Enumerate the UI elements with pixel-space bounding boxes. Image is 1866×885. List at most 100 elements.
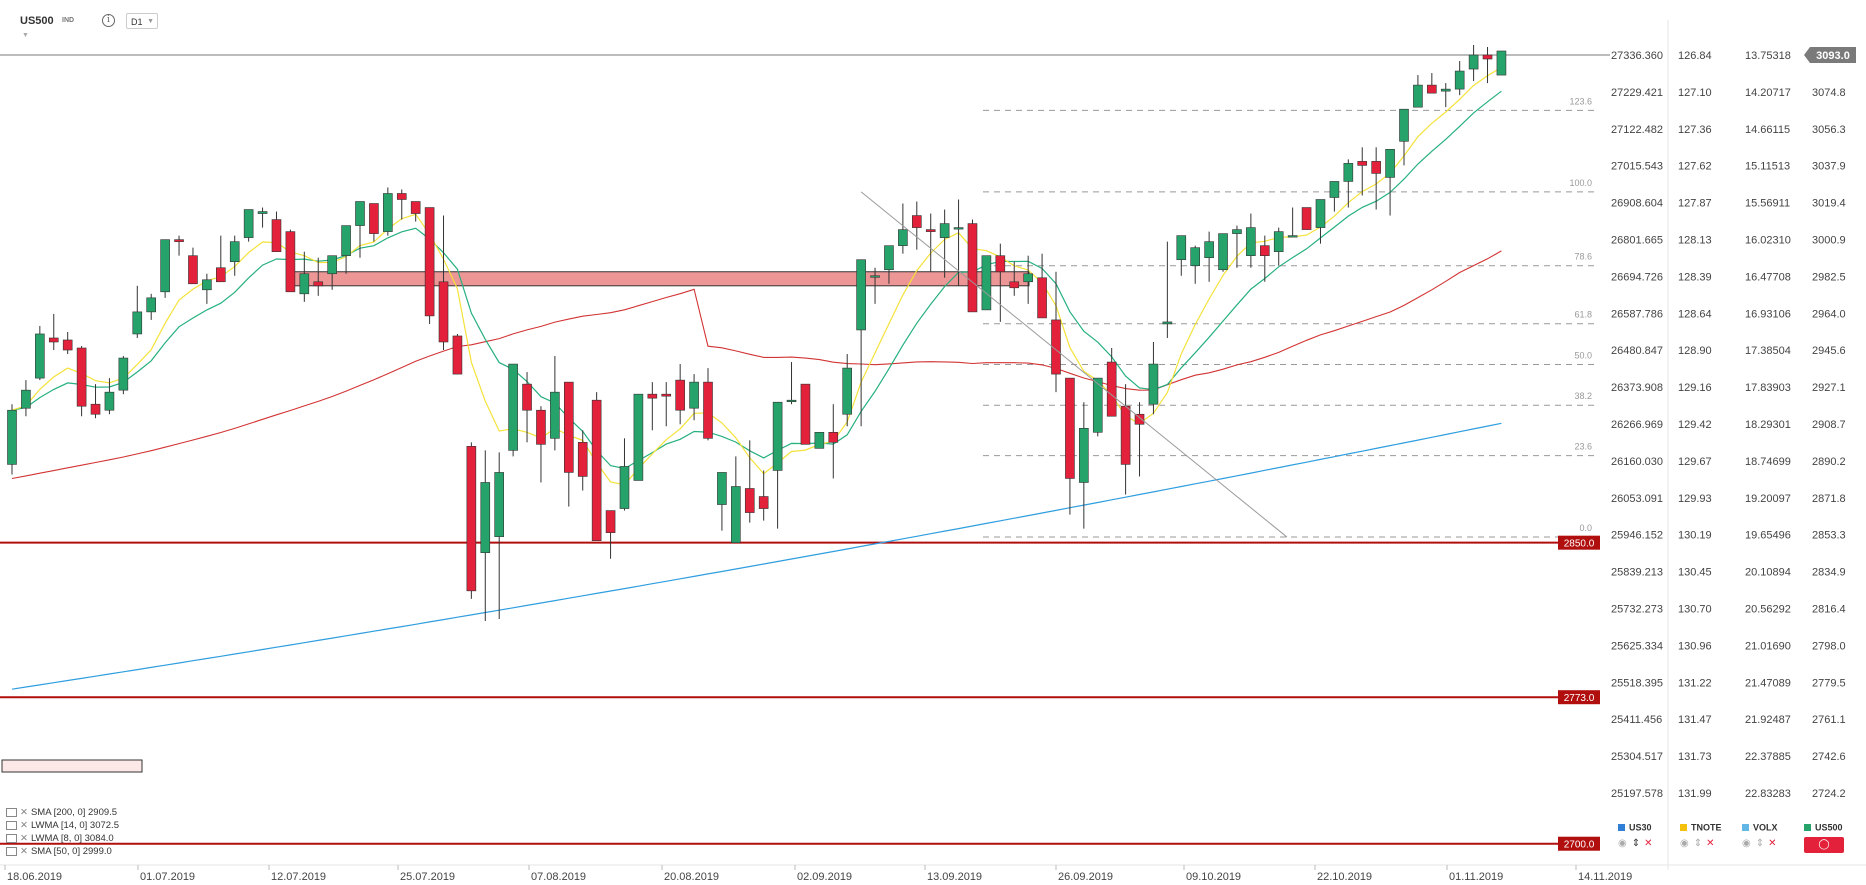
bull-candle (898, 229, 908, 246)
tnote-axis-label: 129.67 (1678, 456, 1712, 468)
bull-candle (7, 409, 17, 465)
tnote-axis-label: 130.70 (1678, 604, 1712, 616)
fib-label: 23.6 (1574, 442, 1592, 452)
supply-zone-box (286, 271, 1030, 287)
instrument-us500[interactable]: US500 ◯ (1804, 822, 1864, 853)
settings-icon[interactable] (6, 846, 17, 856)
eye-icon[interactable]: ◉ (1680, 838, 1689, 849)
bear-candle (76, 347, 87, 407)
bull-candle (1092, 377, 1103, 433)
date-label: 18.06.2019 (7, 871, 62, 883)
us500-axis-label: 2798.0 (1812, 640, 1846, 652)
tnote-axis-label: 131.22 (1678, 677, 1712, 689)
bull-candle (717, 472, 727, 505)
tnote-axis-label: 127.87 (1678, 198, 1712, 210)
support-tag-label: 2700.0 (1564, 840, 1595, 851)
us30-axis-label: 25839.213 (1611, 567, 1663, 579)
bear-candle (271, 219, 282, 252)
bear-candle (1371, 161, 1381, 174)
bull-candle (1385, 149, 1395, 178)
close-icon[interactable]: ✕ (20, 846, 28, 857)
bull-candle (1287, 235, 1298, 238)
bull-candle (1148, 363, 1159, 405)
bull-candle (1162, 321, 1173, 325)
volx-axis-label: 18.29301 (1745, 419, 1791, 431)
bull-candle (772, 401, 783, 471)
date-label: 25.07.2019 (400, 871, 455, 883)
bull-candle (1023, 273, 1033, 283)
notes-box (1, 759, 143, 773)
color-swatch (1804, 824, 1811, 832)
info-icon[interactable]: i (102, 14, 115, 27)
bull-candle (939, 223, 950, 238)
eye-icon[interactable]: ◉ (1742, 838, 1751, 849)
support-tag-label: 2773.0 (1564, 693, 1595, 704)
bear-candle (661, 393, 672, 397)
timeframe-select[interactable]: D1 ▼ (126, 13, 158, 29)
settings-icon[interactable] (6, 820, 17, 830)
tnote-axis-label: 129.42 (1678, 419, 1712, 431)
bull-candle (814, 431, 825, 449)
bull-candle (383, 193, 393, 232)
bear-candle (1482, 54, 1493, 60)
instrument-label: US30 (1629, 822, 1652, 833)
legend-row[interactable]: ✕ LWMA [14, 0] 3072.5 (6, 819, 119, 832)
eye-icon[interactable]: ◉ (1618, 838, 1627, 849)
chevron-down-icon[interactable]: ▼ (22, 32, 29, 39)
close-icon[interactable]: ✕ (20, 807, 28, 818)
date-label: 01.07.2019 (140, 871, 195, 883)
sort-icon[interactable]: ⇕ (1755, 838, 1765, 849)
trend-line (860, 191, 1288, 538)
bear-candle (1357, 161, 1368, 166)
date-label: 07.08.2019 (531, 871, 586, 883)
remove-instrument-button[interactable]: ◯ (1804, 837, 1844, 853)
bear-candle (438, 281, 449, 343)
sort-icon[interactable]: ⇕ (1631, 838, 1641, 849)
us500-axis-label: 2964.0 (1812, 308, 1846, 320)
settings-icon[interactable] (6, 833, 17, 843)
bear-candle (216, 267, 226, 283)
close-icon[interactable]: ✕ (1768, 838, 1777, 849)
bull-candle (202, 279, 212, 291)
us30-axis-label: 25946.152 (1611, 530, 1663, 542)
settings-icon[interactable] (6, 807, 17, 817)
legend-row[interactable]: ✕ SMA [200, 0] 2909.5 (6, 806, 119, 819)
bull-candle (1232, 229, 1242, 234)
bear-candle (285, 231, 296, 293)
close-icon[interactable]: ✕ (1644, 838, 1653, 849)
tnote-axis-label: 126.84 (1678, 50, 1712, 62)
legend-label: SMA [200, 0] 2909.5 (30, 807, 118, 818)
color-swatch (1742, 824, 1749, 832)
symbol-name[interactable]: US500 (20, 15, 54, 27)
bear-candle (605, 510, 616, 533)
bull-candle (1218, 233, 1228, 271)
bear-candle (1106, 361, 1117, 417)
instrument-volx[interactable]: VOLX ◉ ⇕ ✕ (1742, 822, 1802, 849)
legend-row[interactable]: ✕ LWMA [8, 0] 3084.0 (6, 832, 119, 845)
bear-candle (1427, 84, 1437, 94)
close-icon[interactable]: ✕ (20, 833, 28, 844)
sort-icon[interactable]: ⇕ (1693, 838, 1703, 849)
close-icon[interactable]: ✕ (1706, 838, 1715, 849)
bear-candle (1120, 405, 1131, 465)
candles (7, 44, 1507, 621)
bull-candle (1399, 108, 1409, 142)
close-icon[interactable]: ✕ (20, 820, 28, 831)
bull-candle (257, 211, 268, 214)
volx-axis-label: 15.11513 (1745, 161, 1790, 173)
bull-candle (731, 486, 741, 543)
legend-row[interactable]: ✕ SMA [50, 0] 2999.0 (6, 845, 119, 858)
instrument-label: TNOTE (1691, 822, 1722, 833)
support-tag-label: 2850.0 (1564, 539, 1595, 550)
bear-candle (522, 383, 532, 411)
instrument-us30[interactable]: US30 ◉ ⇕ ✕ (1618, 822, 1678, 849)
bull-candle (884, 245, 894, 271)
instrument-tnote[interactable]: TNOTE ◉ ⇕ ✕ (1680, 822, 1740, 849)
bear-candle (1134, 413, 1145, 425)
us500-axis-label: 2927.1 (1812, 382, 1846, 394)
fib-label: 78.6 (1574, 252, 1592, 262)
bull-candle (1315, 199, 1326, 228)
us30-axis-label: 27229.421 (1611, 87, 1663, 99)
date-label: 26.09.2019 (1058, 871, 1113, 883)
